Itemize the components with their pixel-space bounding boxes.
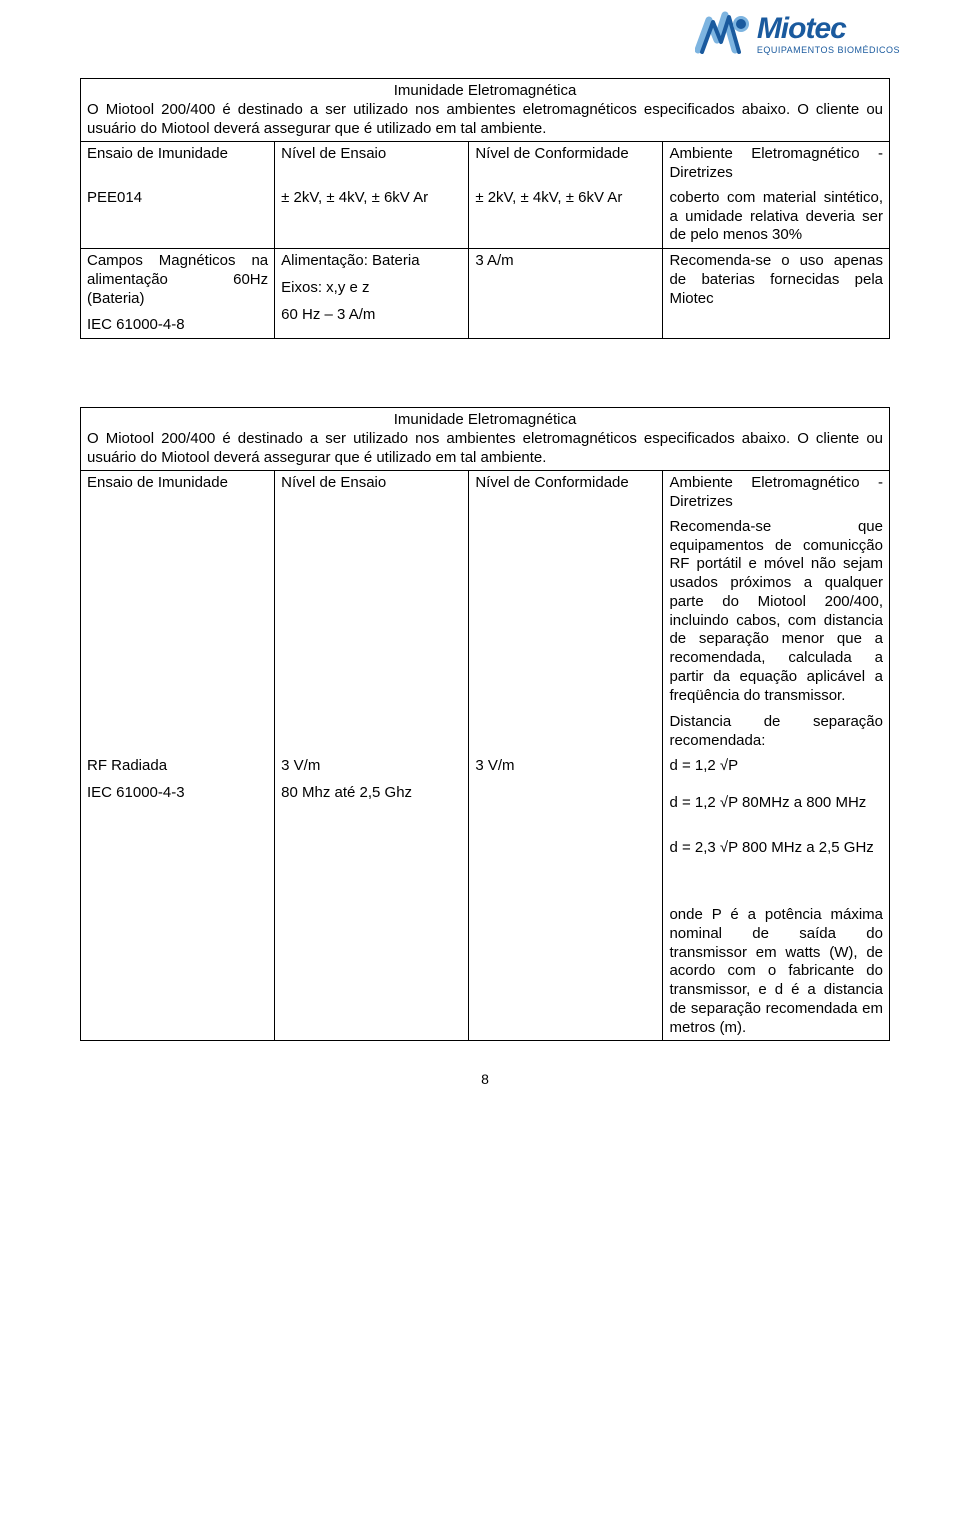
cell-alim-b: Eixos: x,y e z [281, 279, 462, 298]
col-header-test: Ensaio de Imunidade [81, 142, 275, 186]
cell-3am: 3 A/m [469, 249, 663, 339]
cell-3vm-a: 3 V/m [281, 757, 462, 776]
immunity-table-1: Imunidade Eletromagnética O Miotool 200/… [80, 78, 890, 339]
cell-empty-3 [469, 515, 663, 754]
cell-3vm: 3 V/m 80 Mhz até 2,5 Ghz [275, 754, 469, 816]
table1-header: Imunidade Eletromagnética O Miotool 200/… [81, 79, 890, 142]
logo-sub: EQUIPAMENTOS BIOMÉDICOS [757, 46, 900, 55]
cell-alimentacao: Alimentação: Bateria Eixos: x,y e z 60 H… [275, 249, 469, 339]
table2-intro: O Miotool 200/400 é destinado a ser util… [87, 430, 883, 468]
cell-d12p-b: d = 1,2 √P 80MHz a 800 MHz [669, 794, 883, 813]
cell-rf-a: RF Radiada [87, 757, 268, 776]
cell-env-1: coberto com material sintético, a umidad… [663, 186, 890, 249]
col-header-env: Ambiente Eletromagnético - Diretrizes [663, 142, 890, 186]
cell-level-1: ± 2kV, ± 4kV, ± 6kV Ar [275, 186, 469, 249]
cell-d23p: d = 2,3 √P 800 MHz a 2,5 GHz [663, 815, 890, 882]
col2-env: Ambiente Eletromagnético - Diretrizes [663, 471, 890, 515]
cell-empty-2 [275, 515, 469, 754]
cell-pee014: PEE014 [81, 186, 275, 249]
cell-rec-text: Recomenda-se que equipamentos de comunic… [663, 515, 890, 754]
cell-rf: RF Radiada IEC 61000-4-3 [81, 754, 275, 816]
cell-f1 [81, 882, 275, 1041]
table2-header: Imunidade Eletromagnética O Miotool 200/… [81, 408, 890, 471]
immunity-table-2: Imunidade Eletromagnética O Miotool 200/… [80, 407, 890, 1041]
table1-intro: O Miotool 200/400 é destinado a ser util… [87, 101, 883, 139]
cell-f2 [275, 882, 469, 1041]
cell-d12p: d = 1,2 √P d = 1,2 √P 80MHz a 800 MHz [663, 754, 890, 816]
cell-e2 [275, 815, 469, 882]
cell-rec-a: Recomenda-se que equipamentos de comunic… [669, 518, 883, 706]
cell-alim-c: 60 Hz – 3 A/m [281, 306, 462, 325]
col2-level: Nível de Ensaio [275, 471, 469, 515]
cell-recomenda: Recomenda-se o uso apenas de baterias fo… [663, 249, 890, 339]
page: Miotec EQUIPAMENTOS BIOMÉDICOS Imunidade… [0, 0, 960, 1107]
table1-title: Imunidade Eletromagnética [87, 82, 883, 101]
logo: Miotec EQUIPAMENTOS BIOMÉDICOS [695, 10, 900, 58]
cell-rf-b: IEC 61000-4-3 [87, 784, 268, 803]
cell-3vm-b: 80 Mhz até 2,5 Ghz [281, 784, 462, 803]
cell-rec-b: Distancia de separação recomendada: [669, 713, 883, 751]
cell-f3 [469, 882, 663, 1041]
col-header-conformity: Nível de Conformidade [469, 142, 663, 186]
cell-conf-3vm: 3 V/m [469, 754, 663, 816]
cell-alim-a: Alimentação: Bateria [281, 252, 462, 271]
cell-campos-a: Campos Magnéticos na alimentação 60Hz (B… [87, 252, 268, 308]
cell-e3 [469, 815, 663, 882]
cell-campos-b: IEC 61000-4-8 [87, 316, 268, 335]
logo-icon [695, 10, 751, 58]
cell-campos: Campos Magnéticos na alimentação 60Hz (B… [81, 249, 275, 339]
logo-name: Miotec [757, 14, 900, 44]
cell-onde-p: onde P é a potência máxima nominal de sa… [663, 882, 890, 1041]
cell-conf-1: ± 2kV, ± 4kV, ± 6kV Ar [469, 186, 663, 249]
table2-title: Imunidade Eletromagnética [87, 411, 883, 430]
logo-text: Miotec EQUIPAMENTOS BIOMÉDICOS [757, 14, 900, 55]
cell-empty-1 [81, 515, 275, 754]
cell-e1 [81, 815, 275, 882]
col2-conf: Nível de Conformidade [469, 471, 663, 515]
col-header-level: Nível de Ensaio [275, 142, 469, 186]
col2-test: Ensaio de Imunidade [81, 471, 275, 515]
cell-d12p-a: d = 1,2 √P [669, 757, 883, 776]
page-number: 8 [80, 1071, 890, 1087]
